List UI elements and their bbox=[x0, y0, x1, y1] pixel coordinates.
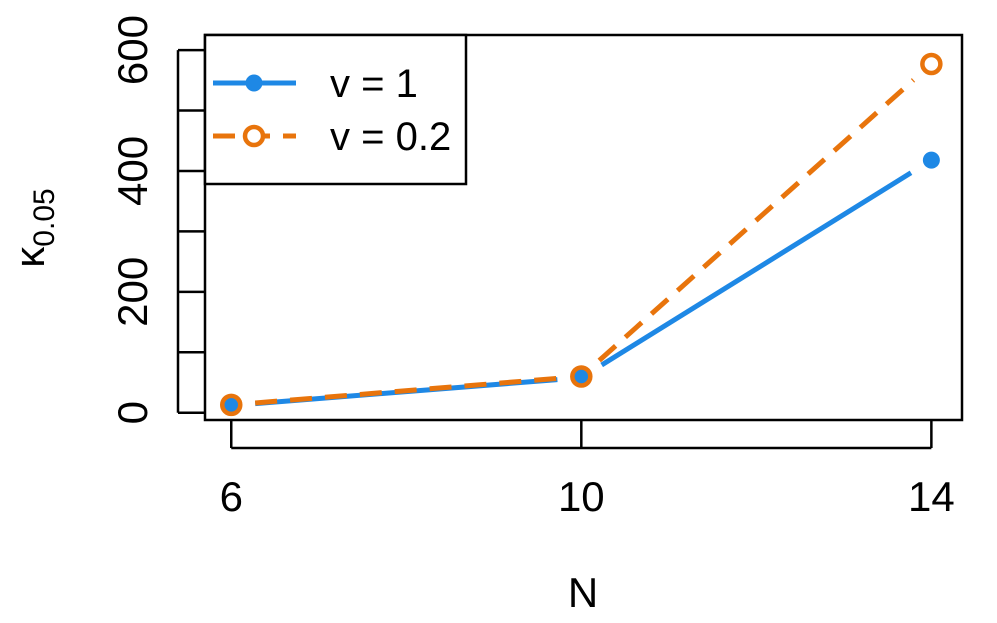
data-point bbox=[922, 151, 940, 169]
legend-item: v = 1 bbox=[213, 62, 418, 106]
legend-marker bbox=[245, 74, 263, 92]
legend-item: v = 0.2 bbox=[213, 115, 451, 159]
series-layer bbox=[220, 52, 943, 417]
y-tick-label: 0 bbox=[109, 401, 156, 424]
series-line-segment bbox=[597, 78, 916, 363]
x-tick-label: 14 bbox=[908, 473, 955, 520]
legend: v = 1 v = 0.2 bbox=[203, 33, 468, 186]
series-line-segment bbox=[600, 170, 913, 368]
legend-box bbox=[203, 33, 468, 186]
series-line-segment bbox=[254, 375, 558, 406]
y-tick-label: 600 bbox=[109, 15, 156, 85]
y-tick-label: 200 bbox=[109, 257, 156, 327]
y-axis-label: κ0.05 bbox=[6, 188, 61, 267]
data-point bbox=[920, 52, 943, 76]
legend-label: v = 1 bbox=[330, 62, 418, 106]
x-tick-label: 10 bbox=[558, 473, 605, 520]
data-point bbox=[222, 396, 240, 414]
y-axis-label-base: κ bbox=[6, 246, 53, 268]
axes-layer: 0 200 400 600 6 10 14 bbox=[109, 15, 955, 520]
y-axis-label-subscript: 0.05 bbox=[28, 188, 61, 246]
plot-frame bbox=[203, 33, 964, 422]
x-tick-label: 6 bbox=[220, 473, 243, 520]
legend-label: v = 0.2 bbox=[330, 115, 451, 159]
legend-marker bbox=[242, 124, 266, 148]
series-2 bbox=[220, 52, 943, 417]
y-tick-label: 400 bbox=[109, 136, 156, 206]
x-axis-label: N bbox=[568, 569, 598, 616]
series-1 bbox=[222, 151, 940, 414]
data-point bbox=[220, 393, 243, 417]
data-point bbox=[570, 365, 593, 388]
